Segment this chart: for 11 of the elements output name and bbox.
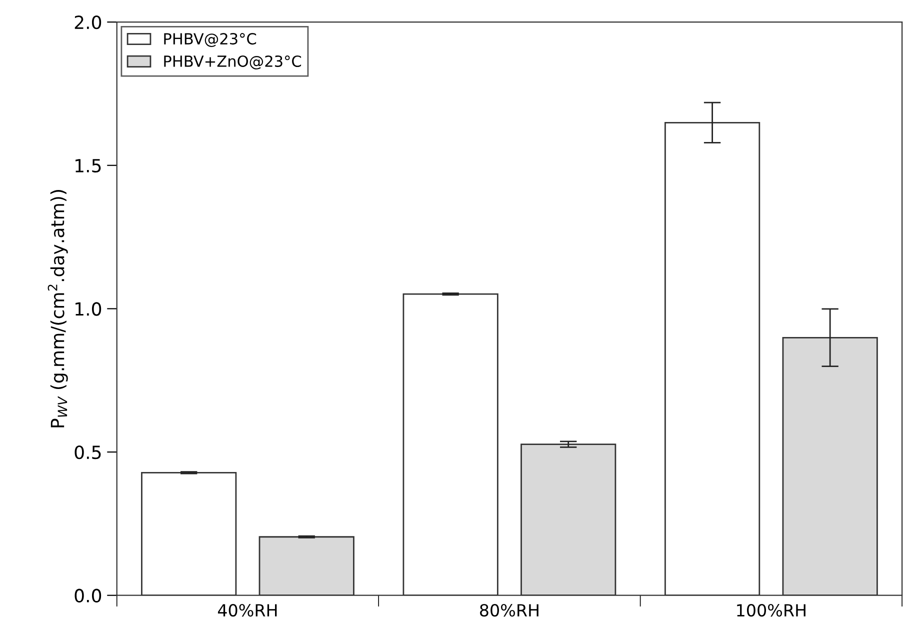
y-tick-label: 0.5: [74, 445, 101, 460]
y-tick-label: 1.5: [76, 159, 101, 172]
x-tick-label: 40%RH: [218, 604, 277, 617]
y-tick-label: 2.0: [74, 16, 102, 30]
y-tick-label: 1.0: [76, 302, 102, 316]
legend-label: PHBV+ZnO@23°C: [164, 55, 302, 70]
y-axis-title: P$_{WV}$ (g.mm/(cm$^{2}$.day.atm)): [48, 190, 68, 428]
x-tick-label: 100%RH: [737, 604, 806, 617]
legend-label: PHBV@23°C: [164, 33, 256, 48]
y-tick-label: 0.0: [74, 588, 102, 602]
x-tick-label: 80%RH: [480, 604, 538, 617]
